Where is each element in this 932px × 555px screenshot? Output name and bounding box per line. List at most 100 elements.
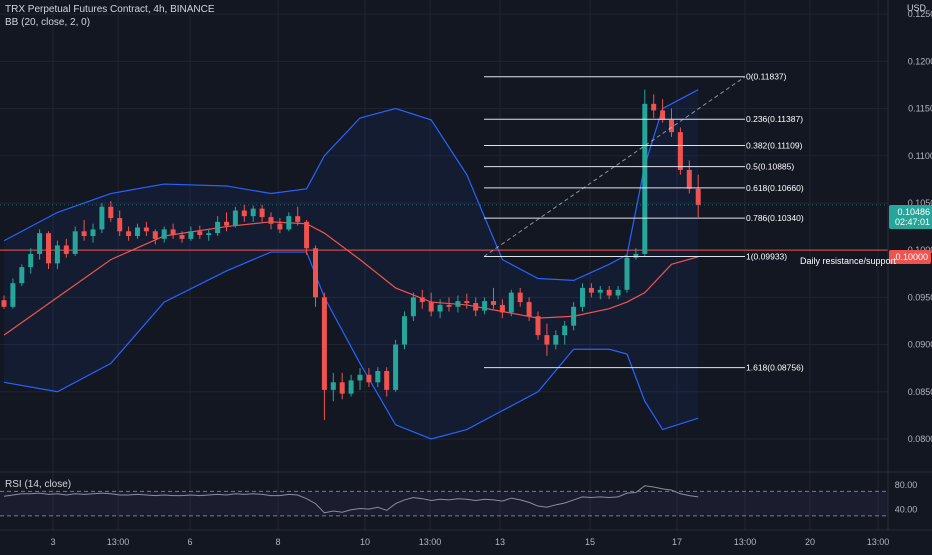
candle-body — [580, 287, 585, 307]
candle-body — [508, 292, 514, 313]
candle-body — [615, 289, 621, 296]
currency-label: USD — [906, 3, 926, 13]
candle-body — [455, 301, 461, 307]
candle-body — [384, 370, 390, 390]
candle-body — [535, 316, 541, 336]
candle-body — [624, 257, 630, 290]
candle-body — [446, 304, 452, 307]
candle-body — [526, 302, 532, 317]
fib-level-label: 1.618(0.08756) — [746, 363, 804, 373]
y-tick-label: 0.12500 — [908, 9, 932, 19]
candle-body — [304, 221, 310, 249]
candle-body — [437, 304, 443, 312]
candle-body — [677, 132, 683, 170]
x-tick-label: 13:00 — [419, 537, 442, 547]
x-tick-label: 6 — [187, 537, 192, 547]
candle-body — [259, 208, 265, 218]
x-tick-label: 17 — [672, 537, 682, 547]
level-annotation: Daily resistance/support — [800, 256, 897, 266]
candle-body — [108, 206, 114, 219]
candle-body — [268, 217, 274, 224]
candle-body — [143, 227, 149, 232]
candle-body — [393, 344, 399, 390]
candle-body — [562, 325, 568, 336]
candle-body — [375, 370, 381, 383]
candle-body — [606, 289, 612, 296]
y-tick-label: 0.11000 — [908, 151, 932, 161]
candle-body — [99, 206, 105, 230]
candle-body — [482, 301, 488, 311]
x-tick-label: 10 — [360, 537, 370, 547]
candle-body — [90, 229, 96, 236]
fib-trend-line — [483, 76, 746, 257]
candle-body — [473, 303, 479, 311]
rsi-tick-label: 40.00 — [895, 505, 918, 515]
y-tick-label: 0.10500 — [908, 198, 932, 208]
candle-body — [491, 301, 496, 305]
fib-level-label: 0(0.11837) — [746, 72, 787, 82]
candle-body — [179, 235, 185, 239]
candle-body — [660, 110, 666, 120]
fib-level-label: 0.236(0.11387) — [746, 114, 803, 124]
candle-body — [81, 231, 87, 236]
fib-level-label: 0.382(0.11109) — [746, 140, 803, 150]
candle-body — [250, 208, 256, 217]
candle-body — [286, 216, 292, 230]
y-tick-label: 0.09500 — [908, 292, 932, 302]
candle-body — [571, 306, 577, 326]
candle-body — [170, 229, 176, 236]
x-tick-label: 13:00 — [107, 537, 130, 547]
last-price-badge: 0.10486 02:47:01 — [889, 205, 932, 229]
candle-body — [348, 380, 354, 394]
last-price-value: 0.10486 — [897, 207, 930, 217]
candle-body — [588, 287, 594, 293]
candle-body — [410, 297, 416, 317]
x-tick-label: 13:00 — [867, 537, 890, 547]
candle-body — [54, 245, 60, 264]
y-tick-label: 0.12000 — [908, 56, 932, 66]
candle-body — [46, 233, 51, 264]
candle-body — [686, 169, 692, 189]
candle-body — [553, 335, 559, 345]
x-tick-label: 13:00 — [734, 537, 757, 547]
candle-body — [642, 103, 648, 254]
candle-body — [633, 253, 639, 258]
level-price-badge: 0.10000 — [889, 250, 931, 264]
candle-body — [339, 382, 345, 394]
candle-body — [215, 221, 221, 234]
rsi-pane — [0, 485, 888, 517]
bb-fill — [4, 89, 699, 439]
x-tick-label: 13 — [495, 537, 505, 547]
candle-body — [117, 218, 123, 232]
rsi-line — [3, 485, 699, 514]
candle-body — [135, 227, 140, 236]
x-tick-label: 8 — [275, 537, 280, 547]
symbol-title: TRX Perpetual Futures Contract, 4h, BINA… — [5, 4, 215, 15]
candle-body — [224, 221, 229, 226]
candle-body — [321, 297, 327, 390]
candle-body — [544, 335, 550, 345]
x-tick-label: 3 — [50, 537, 55, 547]
candle-body — [295, 216, 301, 222]
rsi-label: RSI (14, close) — [5, 479, 72, 490]
candle-body — [669, 119, 674, 133]
candle-body — [232, 210, 238, 226]
candle-body — [206, 233, 212, 236]
y-tick-label: 0.09000 — [908, 340, 932, 350]
candle-body — [517, 292, 523, 303]
y-tick-label: 0.11500 — [908, 104, 932, 114]
candle-body — [419, 297, 425, 303]
candle-body — [161, 229, 167, 239]
candle-body — [651, 103, 657, 111]
candle-body — [28, 253, 34, 268]
candle-body — [330, 382, 336, 390]
candle-body — [277, 223, 283, 230]
candle-body — [126, 231, 132, 236]
candle-body — [1, 300, 7, 307]
bb-lower-line — [3, 251, 699, 440]
candle-body — [72, 231, 78, 254]
candle-body — [499, 304, 505, 313]
